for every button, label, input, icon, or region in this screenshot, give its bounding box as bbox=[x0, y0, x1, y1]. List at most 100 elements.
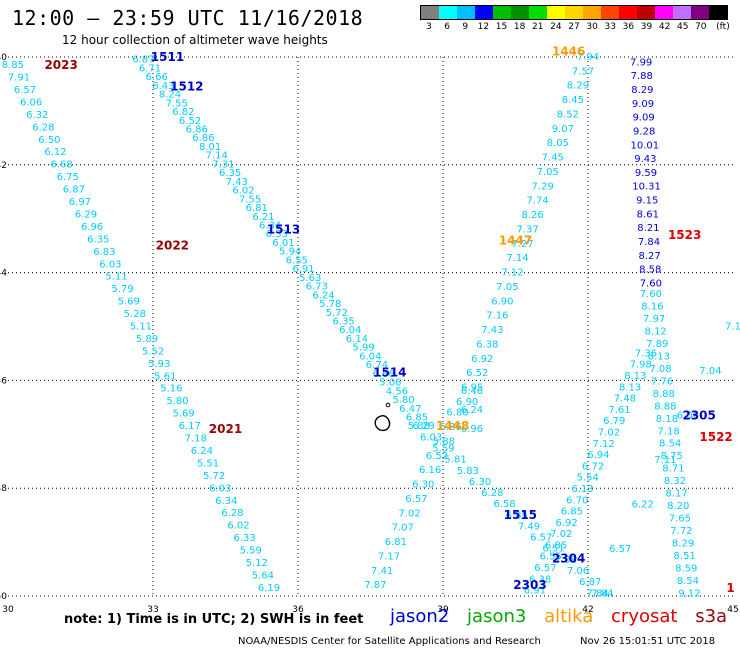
wave-height-label: 7.05 bbox=[496, 282, 518, 293]
wave-height-label: 7.41 bbox=[371, 566, 393, 577]
wave-height-label: 7.65 bbox=[669, 514, 691, 525]
color-swatch bbox=[583, 6, 601, 19]
wave-height-label: 7.55 bbox=[239, 194, 261, 205]
wave-height-label: 7.12 bbox=[501, 268, 523, 279]
wave-height-label: 6.24 bbox=[461, 405, 483, 416]
wave-height-label: 6.17 bbox=[179, 421, 201, 432]
wave-height-label: 9.07 bbox=[552, 124, 574, 135]
color-scale-label: 33 bbox=[604, 22, 616, 32]
color-scale-label: 12 bbox=[477, 22, 490, 32]
wave-height-label: 8.27 bbox=[638, 251, 660, 262]
wave-height-label: 8.45 bbox=[562, 95, 584, 106]
wave-height-label: 9.09 bbox=[632, 99, 654, 110]
wave-height-label: 6.96 bbox=[461, 424, 483, 435]
wave-height-label: 5.72 bbox=[203, 471, 225, 482]
island-shape bbox=[374, 414, 391, 432]
wave-height-label: 7.04 bbox=[699, 366, 721, 377]
wave-height-label: 5.06 bbox=[379, 378, 401, 389]
pass-number-label: 2303 bbox=[513, 578, 546, 592]
wave-height-label: 6.70 bbox=[566, 495, 588, 506]
wave-height-label: 10.31 bbox=[632, 182, 661, 193]
wave-height-label: 6.92 bbox=[555, 518, 577, 529]
wave-height-label: 10.01 bbox=[630, 140, 659, 151]
wave-height-label: 8.61 bbox=[637, 209, 659, 220]
wave-height-label: 7.99 bbox=[630, 57, 652, 68]
wave-height-label: 9.28 bbox=[633, 126, 655, 137]
wave-height-label: 6.57 bbox=[534, 563, 556, 574]
legend-jason2: jason2 bbox=[390, 606, 450, 627]
wave-height-label: 6.52 bbox=[426, 451, 448, 462]
legend-jason3: jason3 bbox=[467, 606, 527, 627]
wave-height-label: 5.88 bbox=[408, 421, 430, 432]
wave-height-label: 5.64 bbox=[252, 570, 274, 581]
wave-height-label: 6.79 bbox=[603, 416, 625, 427]
wave-height-label: 5.61 bbox=[154, 371, 176, 382]
wave-height-label: 7.11 bbox=[654, 455, 676, 466]
wave-height-label: 6.87 bbox=[63, 185, 85, 196]
wave-height-label: 6.14 bbox=[346, 334, 368, 345]
color-scale-label: 39 bbox=[640, 22, 653, 32]
y-tick-label: -42 bbox=[0, 161, 7, 171]
color-swatch bbox=[475, 6, 493, 19]
wave-height-label: 6.94 bbox=[587, 450, 609, 461]
color-scale-label: 6 bbox=[444, 22, 451, 32]
wave-height-label: 6.96 bbox=[81, 222, 103, 233]
wave-height-label: 6.06 bbox=[677, 410, 699, 421]
wave-height-label: 6.85 bbox=[545, 540, 567, 551]
color-scale-label: 3 bbox=[426, 22, 432, 32]
pass-number-label: 2304 bbox=[552, 551, 585, 565]
color-scale-label: 9 bbox=[462, 22, 469, 32]
chart-title: 12:00 — 23:59 UTC 11/16/2018 bbox=[12, 6, 364, 30]
wave-height-label: 7.12 bbox=[593, 439, 615, 450]
plot-axes: 30 33 36 39 42 45 -40 -42 -44 -46 -48 -50 bbox=[0, 53, 739, 615]
wave-height-label: 7.1 bbox=[725, 322, 740, 333]
wave-height-label: 5.88 bbox=[433, 436, 455, 447]
wave-height-label: 6.35 bbox=[219, 168, 241, 179]
wave-height-label: 7.87 bbox=[364, 580, 386, 591]
wave-height-label: 5.89 bbox=[136, 334, 158, 345]
color-scale-label: 30 bbox=[586, 22, 598, 32]
y-tick-label: -46 bbox=[0, 376, 7, 386]
wave-height-label: 7.74 bbox=[527, 196, 549, 207]
wave-height-label: 9.09 bbox=[632, 113, 654, 124]
pass-number-label: 1447 bbox=[499, 233, 532, 247]
wave-height-label: 5.81 bbox=[444, 455, 466, 466]
wave-height-label: 5.83 bbox=[457, 466, 479, 477]
wave-height-label: 6.51 bbox=[542, 544, 564, 555]
wave-height-label: 5.69 bbox=[172, 409, 194, 420]
wave-height-label: 9.59 bbox=[635, 168, 657, 179]
wave-height-label: 7.48 bbox=[614, 394, 636, 405]
pass-number-label: 1514 bbox=[373, 365, 406, 379]
color-swatch bbox=[457, 6, 475, 19]
wave-height-label: 6.85 bbox=[506, 510, 528, 521]
wave-height-label: 6.16 bbox=[419, 465, 441, 476]
wave-height-label: 7.18 bbox=[657, 426, 679, 437]
wave-height-label: 6.47 bbox=[399, 404, 421, 415]
wave-height-label: 8.59 bbox=[675, 563, 697, 574]
wave-height-label: 5.11 bbox=[105, 272, 127, 283]
wave-height-label: 7.06 bbox=[567, 566, 589, 577]
wave-height-label: 8.26 bbox=[521, 210, 543, 221]
wave-height-label: 8.24 bbox=[159, 90, 181, 101]
wave-height-label: 6.28 bbox=[481, 488, 503, 499]
wave-height-label: 7.97 bbox=[643, 314, 665, 325]
wave-height-label: 7.43 bbox=[226, 177, 248, 188]
wave-height-label: 6.86 bbox=[186, 125, 208, 136]
wave-height-label: 6.36 bbox=[440, 422, 462, 433]
wave-height-label: 7.60 bbox=[640, 289, 662, 300]
pass-number-label: 1523 bbox=[668, 228, 701, 242]
wave-height-label: 5.63 bbox=[299, 273, 321, 284]
wave-height-label: 6.90 bbox=[456, 397, 478, 408]
color-swatch bbox=[439, 6, 457, 19]
wave-height-label: 7.88 bbox=[631, 71, 653, 82]
wave-height-label: 6.86 bbox=[192, 133, 214, 144]
wave-height-label: 7.08 bbox=[555, 555, 577, 566]
footer-note: note: 1) Time is in UTC; 2) SWH is in fe… bbox=[64, 612, 364, 627]
wave-height-label: 6.95 bbox=[461, 383, 483, 394]
wave-height-label: 7.05 bbox=[537, 167, 559, 178]
wave-height-label: 7.37 bbox=[516, 224, 538, 235]
island-outline bbox=[374, 402, 391, 432]
wave-height-label: 7.91 bbox=[8, 73, 30, 84]
wave-height-label: 6.02 bbox=[227, 521, 249, 532]
plot-grid bbox=[8, 56, 733, 597]
